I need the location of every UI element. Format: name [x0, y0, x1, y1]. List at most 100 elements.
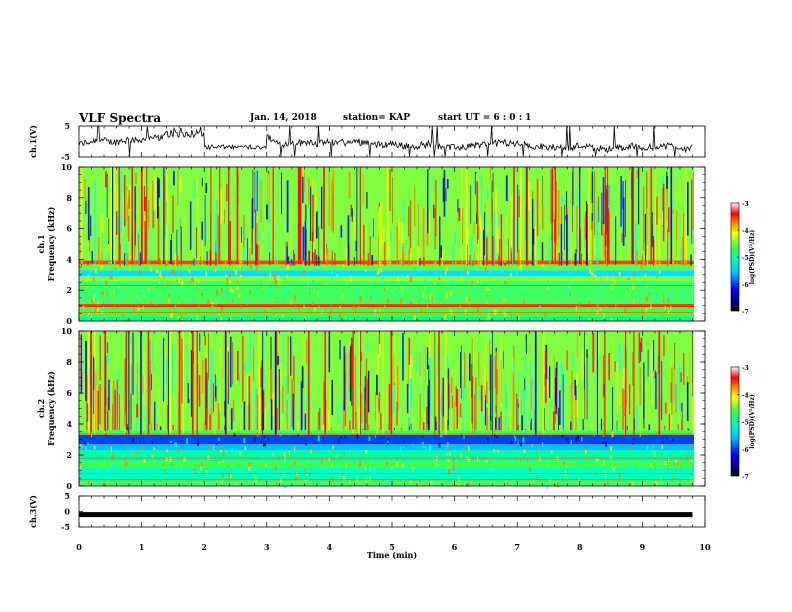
spectrogram-streak: [376, 374, 378, 396]
spectrogram-streak: [533, 429, 534, 431]
spectrogram-streak: [663, 183, 665, 242]
spectrogram-streak: [256, 216, 258, 245]
spectrogram-speckle: [235, 270, 237, 276]
spectrogram-streak: [196, 227, 198, 259]
spectrogram-streak: [586, 232, 588, 266]
spectrogram-speckle: [400, 298, 403, 305]
spectrogram-streak: [596, 214, 599, 266]
spectrogram-streak: [343, 397, 345, 431]
spectrogram-streak: [667, 207, 670, 233]
spectrogram-speckle: [114, 267, 117, 270]
spectrogram-sferic: [219, 167, 221, 264]
spectrogram-speckle: [288, 450, 291, 455]
spectrogram-speckle: [536, 474, 538, 480]
spectrogram-speckle: [186, 438, 188, 444]
spectrogram-streak: [564, 204, 565, 251]
spectrogram-streak: [558, 236, 560, 266]
spectrogram-streak: [411, 408, 413, 431]
spectrogram-streak: [455, 248, 457, 265]
spectrogram-streak: [348, 351, 350, 393]
spectrogram-speckle: [243, 440, 246, 443]
spectrogram-streak: [586, 349, 588, 358]
spectrogram-streak: [658, 218, 661, 266]
spectrogram-streak: [670, 382, 673, 403]
spectrogram-streak: [292, 393, 295, 431]
spectrogram-streak: [427, 385, 429, 431]
spectrogram-speckle: [567, 284, 569, 290]
spectrogram-streak: [518, 371, 519, 405]
spectrogram-speckle: [352, 303, 356, 310]
spectrogram-streak: [503, 351, 504, 369]
spectrogram-streak: [455, 385, 457, 407]
spectrogram-speckle: [309, 291, 311, 296]
spectrogram-streak: [241, 226, 243, 266]
spectrogram-streak: [365, 224, 367, 241]
spectrogram-speckle: [221, 287, 223, 293]
spectrogram-speckle: [83, 464, 85, 468]
spectrogram-speckle: [221, 473, 223, 479]
spectrogram-streak: [584, 217, 586, 248]
spectrogram-speckle: [323, 465, 325, 470]
spectrogram-streak: [453, 401, 455, 431]
spectrogram-speckle: [371, 309, 373, 314]
spectrogram-speckle: [265, 464, 267, 467]
spectrogram-streak: [354, 355, 356, 422]
spectrogram-streak: [360, 392, 363, 424]
ch1-y-tick-label: 4: [66, 254, 72, 264]
spectrogram-streak: [232, 399, 235, 421]
spectrogram-streak: [252, 347, 255, 359]
spectrogram-streak: [128, 215, 130, 242]
spectrogram-streak: [593, 238, 596, 254]
spectrogram-speckle: [359, 461, 362, 467]
spectrogram-streak: [159, 426, 162, 431]
spectrogram-speckle: [633, 271, 635, 277]
spectrogram-speckle: [229, 280, 232, 284]
spectrogram-streak: [665, 265, 668, 266]
spectrogram-speckle: [401, 286, 403, 293]
spectrogram-streak: [571, 370, 573, 431]
spectrogram-speckle: [384, 303, 386, 309]
spectrogram-streak: [484, 240, 486, 266]
spectrogram-speckle: [94, 471, 97, 478]
spectrogram-streak: [480, 214, 482, 266]
spectrogram-streak: [605, 185, 607, 248]
spectrogram-sferic: [324, 331, 326, 435]
spectrogram-speckle: [317, 435, 320, 442]
spectrogram-streak: [394, 427, 395, 431]
spectrogram-sferic: [178, 331, 181, 435]
spectrogram-speckle: [419, 479, 421, 483]
spectrogram-streak: [602, 396, 605, 431]
spectrogram-speckle: [192, 470, 194, 474]
spectrogram-speckle: [209, 443, 211, 450]
spectrogram-speckle: [488, 288, 490, 292]
spectrogram-streak: [409, 355, 412, 379]
spectrogram-speckle: [113, 462, 116, 468]
spectrogram-streak: [253, 357, 254, 382]
date-label: Jan. 14, 2018: [250, 113, 317, 123]
spectrogram-streak: [318, 411, 320, 426]
spectrogram-streak: [215, 407, 217, 431]
spectrogram-streak: [193, 258, 195, 266]
ch1-y-tick-label: -5: [61, 152, 70, 162]
spectrogram-streak: [305, 204, 307, 266]
spectrogram-streak: [234, 264, 235, 266]
spectrogram-speckle: [103, 462, 105, 466]
spectrogram-speckle: [681, 293, 684, 296]
spectrogram-streak: [592, 332, 595, 373]
spectrogram-speckle: [532, 475, 534, 478]
spectrogram-speckle: [111, 462, 114, 468]
spectrogram-speckle: [125, 461, 128, 467]
spectrogram-speckle: [101, 291, 104, 295]
spectrogram-speckle: [267, 438, 270, 441]
spectrogram-streak: [486, 381, 488, 404]
spectrogram-speckle: [336, 315, 338, 319]
spectrogram-streak: [676, 210, 678, 258]
spectrogram-speckle: [276, 482, 278, 486]
spectrogram-speckle: [274, 280, 277, 286]
spectrogram-streak: [323, 332, 325, 382]
spectrogram-streak: [408, 337, 411, 365]
spectrogram-streak: [532, 377, 534, 388]
spectrogram-sferic: [191, 331, 194, 435]
spectrogram-streak: [624, 378, 626, 417]
spectrogram-streak: [646, 245, 648, 266]
